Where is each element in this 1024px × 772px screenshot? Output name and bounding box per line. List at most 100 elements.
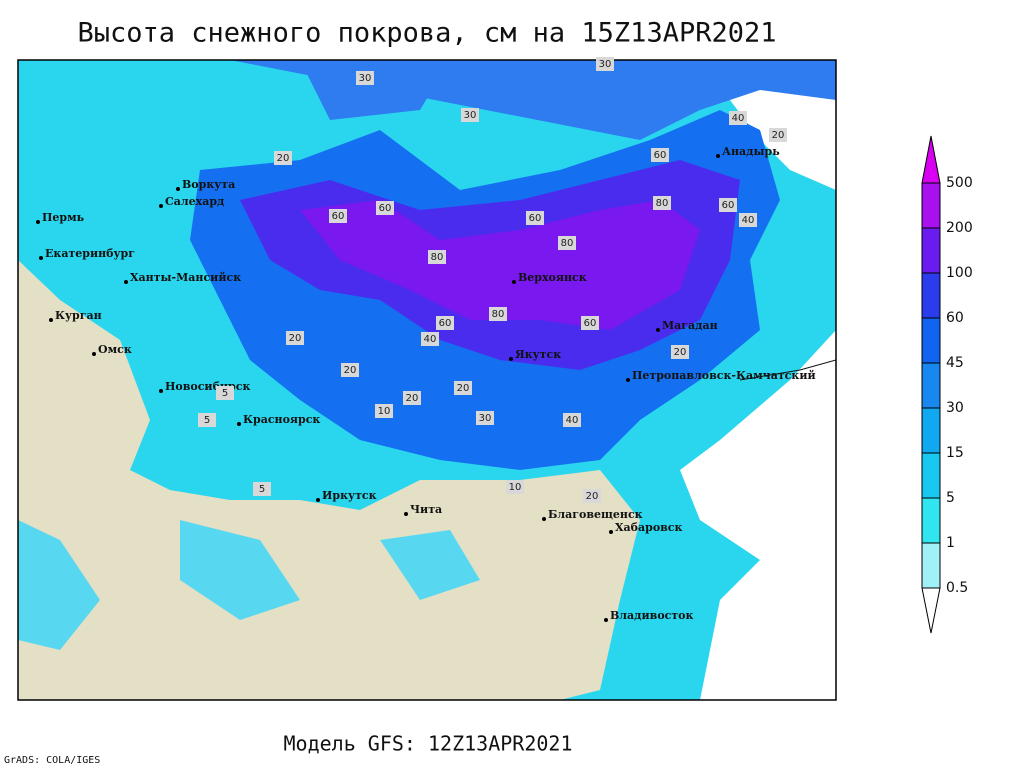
city-label: Владивосток [610, 609, 694, 622]
legend-swatch [921, 317, 941, 364]
contour-label-box [341, 363, 359, 377]
contour-label: 40 [424, 334, 437, 345]
legend-label: 45 [946, 355, 964, 371]
contour-label-box [375, 404, 393, 418]
legend-label: 30 [946, 400, 964, 416]
contour-label: 60 [654, 150, 667, 161]
contour-label: 20 [457, 383, 470, 394]
city-dot [604, 618, 608, 622]
map-frame [17, 59, 837, 701]
legend-label: 15 [946, 445, 964, 461]
contour-label-box [198, 413, 216, 427]
contour-label-box [421, 332, 439, 346]
footer: Модель GFS: 12Z13APR2021 [284, 732, 573, 756]
legend-swatch [921, 497, 941, 544]
contour-label-box [671, 345, 689, 359]
city-label: Якутск [515, 348, 561, 361]
legend-swatch [921, 272, 941, 319]
contour-label: 10 [509, 482, 522, 493]
contour-label: 20 [674, 347, 687, 358]
bare-land [18, 260, 640, 700]
city-dot [626, 378, 630, 382]
legend-label: 100 [946, 265, 973, 281]
city-label: Благовещенск [548, 508, 643, 521]
ocean [680, 60, 836, 700]
contour-label-box [651, 148, 669, 162]
extreme-snow [300, 200, 700, 330]
snow-patches [18, 520, 480, 650]
city-dot [159, 389, 163, 393]
contour-label: 30 [359, 73, 372, 84]
contour-label-box [216, 386, 234, 400]
legend-label: 0.5 [946, 580, 968, 596]
city-dot [237, 422, 241, 426]
contour-label: 30 [479, 413, 492, 424]
contour-label: 20 [289, 333, 302, 344]
contour-label: 60 [379, 203, 392, 214]
frame-border [17, 59, 837, 701]
city-label: Чита [410, 503, 442, 516]
city-dot [509, 357, 513, 361]
contour-label: 60 [332, 211, 345, 222]
legend-label: 60 [946, 310, 964, 326]
contour-label: 20 [344, 365, 357, 376]
city-dot [92, 352, 96, 356]
contour-label: 20 [586, 491, 599, 502]
city-label: Воркута [182, 178, 235, 191]
contour-label-box [356, 71, 374, 85]
contour-label-box [769, 128, 787, 142]
contour-label: 5 [204, 415, 210, 426]
legend-label: 500 [946, 175, 973, 191]
map-labels: Воркута Салехард Пермь Екатеринбург Ханты-Ма… [36, 57, 816, 622]
contour-label-box [461, 108, 479, 122]
legend-top-arrow [921, 135, 941, 184]
city-label: Пермь [42, 211, 85, 224]
legend-label: 200 [946, 220, 973, 236]
contour-label-box [476, 411, 494, 425]
contour-label: 60 [722, 200, 735, 211]
legend-swatch [921, 227, 941, 274]
city-label: Хабаровск [615, 521, 682, 534]
city-label: Ханты-Мансийск [130, 271, 241, 284]
city-label: Новосибирск [165, 380, 250, 393]
contour-label: 80 [656, 198, 669, 209]
contour-label: 30 [464, 110, 477, 121]
contour-label: 40 [742, 215, 755, 226]
title: Высота снежного покрова, см на 15Z13APR2… [78, 18, 777, 49]
contour-label-box [436, 316, 454, 330]
contour-label-box [274, 151, 292, 165]
contour-label-box [329, 209, 347, 223]
contour-label-box [403, 391, 421, 405]
contour-label-box [581, 316, 599, 330]
city-label: Красноярск [243, 413, 320, 426]
contour-label: 20 [277, 153, 290, 164]
contour-label: 60 [529, 213, 542, 224]
legend-label: 1 [946, 535, 955, 551]
legend-swatch [921, 182, 941, 229]
contour-label: 80 [431, 252, 444, 263]
contour-label-box [719, 198, 737, 212]
city-label: Иркутск [322, 489, 377, 502]
city-dot [404, 512, 408, 516]
contour-label: 5 [222, 388, 228, 399]
credit: GrADS: COLA/IGES [4, 755, 100, 766]
legend-swatch [921, 407, 941, 454]
contour-label-box [253, 482, 271, 496]
legend-label: 5 [946, 490, 955, 506]
legend-swatch [921, 542, 941, 589]
city-label: Курган [55, 309, 102, 322]
contour-label-box [563, 413, 581, 427]
contour-label: 80 [561, 238, 574, 249]
contour-label-box [489, 307, 507, 321]
city-dot [36, 220, 40, 224]
contour-label: 5 [259, 484, 265, 495]
contour-label-box [583, 489, 601, 503]
contour-label: 80 [492, 309, 505, 320]
coast [739, 359, 836, 381]
contour-label-box [526, 211, 544, 225]
contour-label-box [376, 201, 394, 215]
contour-label: 60 [439, 318, 452, 329]
